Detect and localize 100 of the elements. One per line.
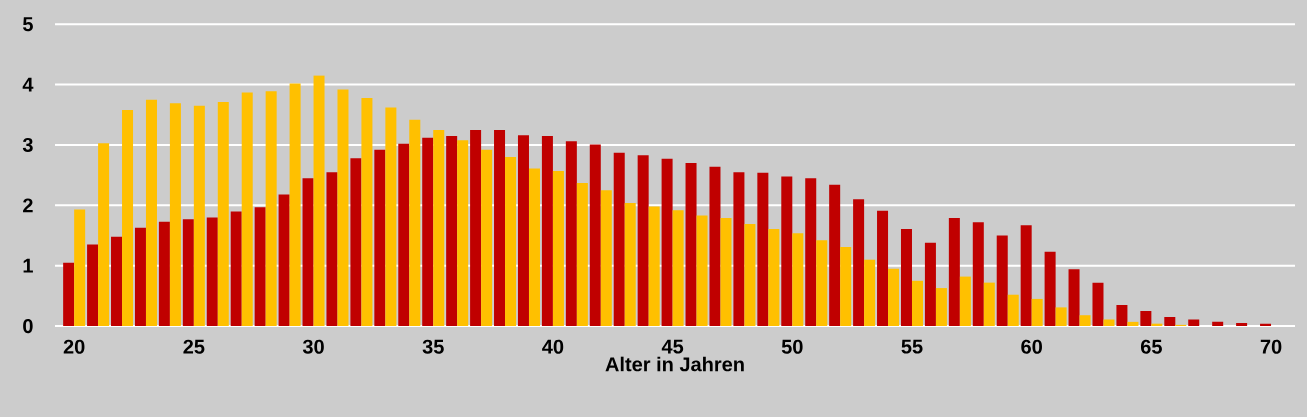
bar xyxy=(1092,282,1104,327)
bar xyxy=(1079,315,1091,327)
y-tick-label: 1 xyxy=(23,258,33,273)
bar xyxy=(265,91,277,327)
bar xyxy=(254,207,266,327)
x-tick-label: 40 xyxy=(542,339,564,354)
bar xyxy=(672,210,684,327)
x-tick-label: 65 xyxy=(1140,339,1162,354)
bar xyxy=(182,219,194,327)
bar xyxy=(169,103,181,327)
bar xyxy=(877,210,889,327)
bar xyxy=(1103,319,1115,327)
bar xyxy=(313,75,325,327)
bar xyxy=(241,92,253,327)
bar xyxy=(74,209,86,327)
y-tick-label: 3 xyxy=(22,137,33,153)
bar xyxy=(457,140,469,327)
bar xyxy=(374,149,386,327)
bar xyxy=(134,227,146,327)
bar xyxy=(924,242,936,327)
bar xyxy=(624,202,636,327)
bar xyxy=(781,176,793,327)
bar xyxy=(158,221,170,327)
bar xyxy=(661,158,673,327)
x-tick-label: 50 xyxy=(781,339,803,354)
bar xyxy=(565,141,577,327)
bar xyxy=(193,105,205,327)
bar xyxy=(505,157,517,327)
bar xyxy=(1188,319,1200,327)
bar xyxy=(576,182,588,327)
x-tick-label: 45 xyxy=(661,339,684,354)
bar xyxy=(816,240,828,327)
bar xyxy=(217,102,229,327)
bar xyxy=(948,217,960,327)
x-tick-label: 30 xyxy=(302,339,324,354)
bar xyxy=(935,288,947,327)
bar xyxy=(1007,294,1019,327)
bar xyxy=(278,194,290,327)
bar xyxy=(145,99,157,327)
bar xyxy=(470,129,482,327)
bar xyxy=(111,236,123,327)
bar xyxy=(768,228,780,327)
bar xyxy=(696,215,708,327)
bar xyxy=(87,244,99,327)
bar xyxy=(552,170,564,327)
bar xyxy=(864,259,876,327)
bar xyxy=(959,276,971,327)
bar xyxy=(1055,307,1067,327)
bar xyxy=(446,135,458,327)
bar xyxy=(613,152,625,327)
bar xyxy=(1020,225,1032,327)
bar xyxy=(98,143,110,327)
bar xyxy=(648,206,660,327)
bar xyxy=(600,190,612,327)
x-tick-label: 70 xyxy=(1260,339,1282,354)
bar xyxy=(853,199,865,327)
bar xyxy=(805,178,817,327)
bar xyxy=(337,89,349,327)
bar xyxy=(206,217,218,327)
bar xyxy=(589,144,601,327)
bar xyxy=(433,129,445,327)
bar xyxy=(350,158,362,327)
bar xyxy=(888,268,900,327)
bar xyxy=(481,149,493,327)
bar xyxy=(1068,269,1080,327)
bar xyxy=(757,172,769,327)
x-tick-label: 60 xyxy=(1021,339,1042,354)
bar xyxy=(409,119,421,327)
bar xyxy=(302,178,314,327)
bar xyxy=(709,166,721,327)
y-tick-label: 5 xyxy=(22,17,33,32)
bar xyxy=(1127,321,1139,327)
x-tick-label: 20 xyxy=(63,339,85,354)
bar xyxy=(1164,316,1176,327)
bar xyxy=(744,224,756,327)
bar xyxy=(720,217,732,327)
bar xyxy=(385,107,397,327)
bar xyxy=(422,137,434,327)
bar xyxy=(996,235,1008,327)
x-tick-label: 35 xyxy=(422,339,444,354)
bar xyxy=(289,83,301,327)
x-axis-title: Alter in Jahren xyxy=(605,356,744,372)
bar xyxy=(494,129,506,327)
y-tick-label: 2 xyxy=(23,198,33,213)
y-tick-label: 0 xyxy=(23,318,33,334)
bar xyxy=(1031,298,1043,327)
bar xyxy=(1212,321,1224,327)
bar xyxy=(122,109,134,327)
bar xyxy=(1044,251,1056,327)
bar xyxy=(1116,304,1128,327)
y-tick-label: 4 xyxy=(22,77,34,92)
bar xyxy=(792,233,804,327)
x-tick-label: 25 xyxy=(183,339,205,354)
bar xyxy=(911,280,923,327)
bar xyxy=(1140,310,1152,327)
bar xyxy=(900,228,912,327)
bar xyxy=(230,211,242,327)
bar xyxy=(517,135,529,327)
x-tick-label: 55 xyxy=(901,339,923,354)
bar xyxy=(972,222,984,327)
